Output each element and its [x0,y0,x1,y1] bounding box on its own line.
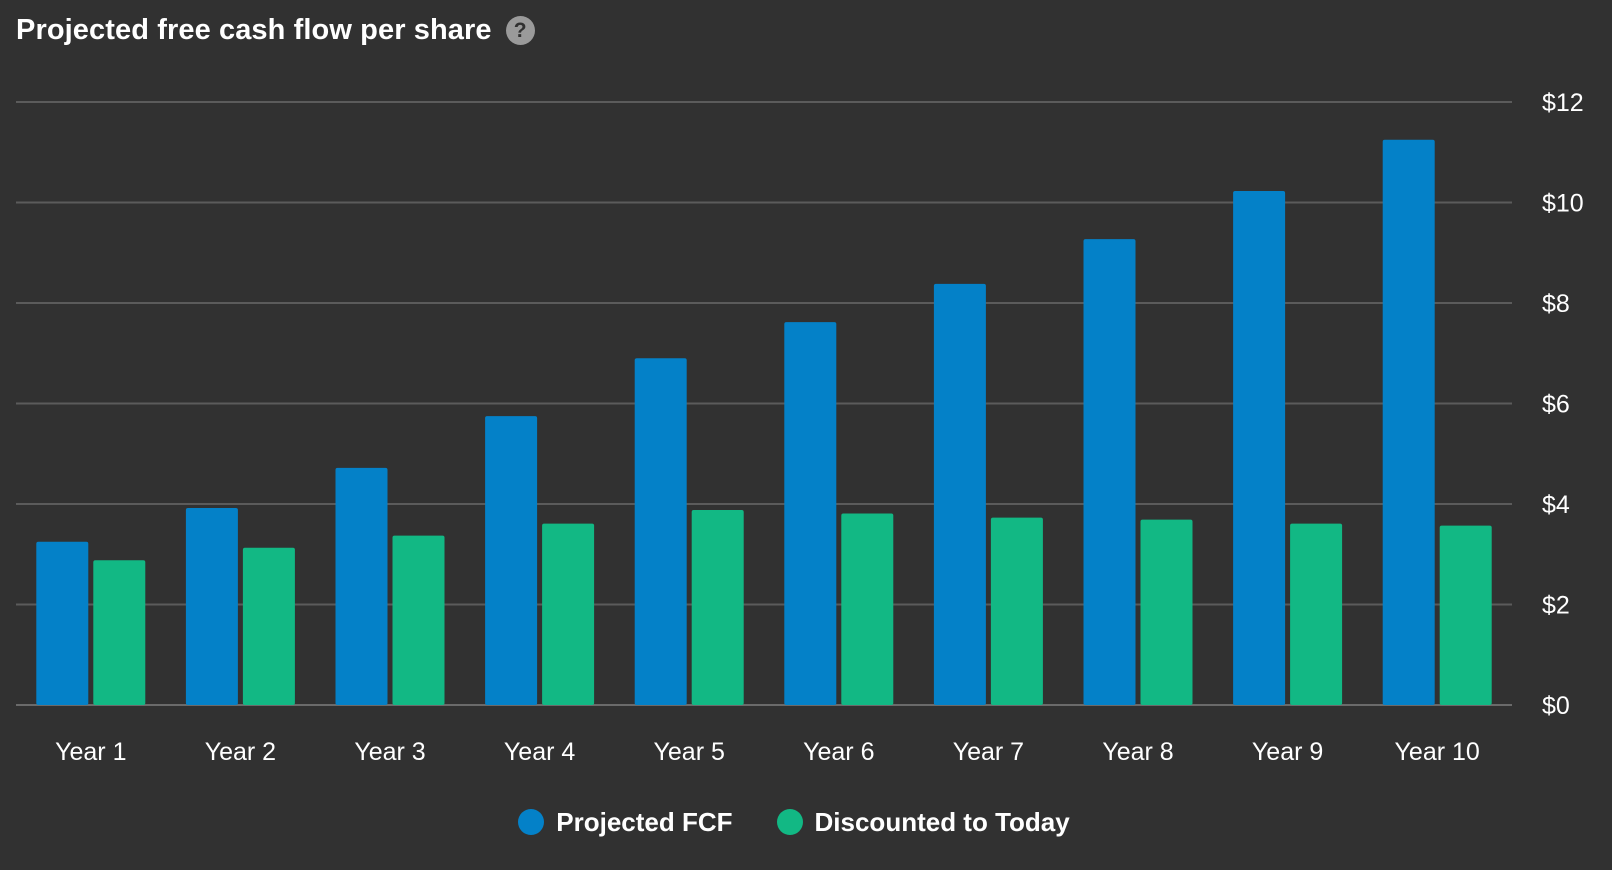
legend-label-discounted: Discounted to Today [814,806,1070,837]
bar-chart: $0 $2 $4 $6 $8 $10 $12 Year 1 Year 2 Year 3 Year 4… [16,89,1584,766]
x-tick-label: Year 9 [1252,738,1323,766]
legend-marker-projected [518,809,545,835]
chart-header: Projected free cash flow per share ? [16,14,535,47]
bar-projected [185,508,238,705]
y-tick-label: $0 [1542,692,1570,720]
legend-marker-discounted [776,809,803,835]
legend-item-projected[interactable]: Projected FCF [518,806,733,838]
x-tick-label: Year 5 [654,738,725,766]
bar-discounted [1439,525,1492,705]
bar-projected [36,541,89,705]
x-tick-label: Year 6 [803,738,874,766]
bar-discounted [93,560,146,705]
x-tick-label: Year 2 [205,738,276,766]
bar-discounted [1290,523,1343,705]
bar-projected [335,467,388,705]
bar-projected [784,322,837,705]
bar-discounted [542,523,595,705]
chart-title: Projected free cash flow per share [16,14,492,46]
bar-discounted [841,513,894,705]
question-circle-icon[interactable]: ? [505,16,535,45]
x-tick-label: Year 8 [1102,738,1173,766]
bar-discounted [1140,519,1193,705]
bar-projected [634,358,687,705]
y-tick-label: $6 [1542,391,1570,419]
x-tick-label: Year 4 [504,738,575,766]
legend-item-discounted[interactable]: Discounted to Today [776,806,1070,838]
y-tick-label: $12 [1542,89,1584,117]
bar-projected [1233,190,1286,705]
x-tick-label: Year 1 [55,738,126,766]
bar-discounted [990,517,1043,705]
y-tick-label: $2 [1542,592,1570,620]
y-tick-label: $10 [1542,190,1584,218]
x-tick-label: Year 7 [953,738,1024,766]
chart-legend: Projected FCF Discounted to Today [0,802,1600,842]
y-tick-label: $4 [1542,491,1570,519]
bar-projected [485,416,538,705]
bar-discounted [392,535,445,705]
x-tick-label: Year 10 [1395,738,1480,766]
x-tick-label: Year 3 [354,738,425,766]
bar-discounted [242,547,295,705]
bar-projected [1083,239,1136,705]
bar-discounted [691,510,744,705]
legend-label-projected: Projected FCF [556,806,733,837]
bar-projected [933,283,986,705]
y-tick-label: $8 [1542,290,1570,318]
bar-projected [1382,139,1435,705]
